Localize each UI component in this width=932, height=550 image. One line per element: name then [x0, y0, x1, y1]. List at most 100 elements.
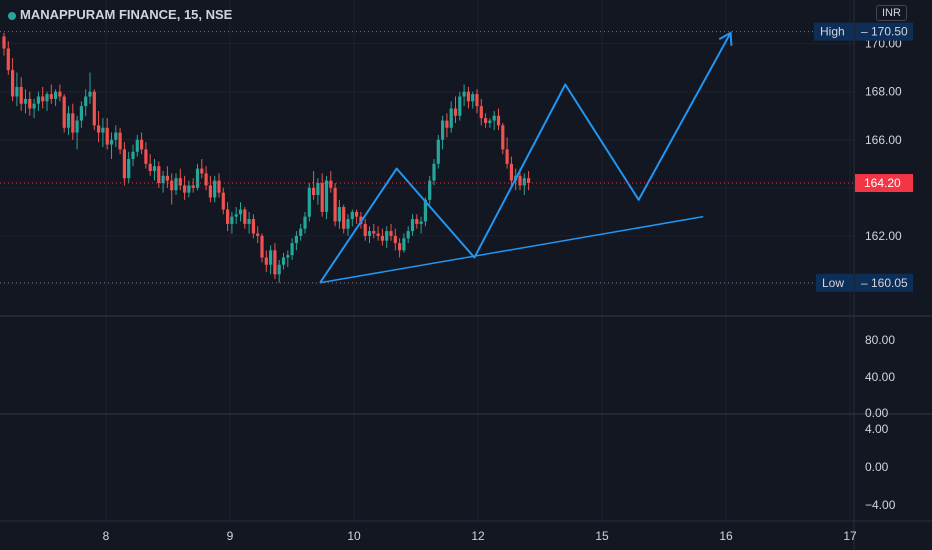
candle-body: [15, 86, 19, 97]
candle-body: [441, 120, 445, 140]
candle-body: [398, 243, 402, 251]
candle-body: [333, 187, 337, 222]
candle-body: [527, 178, 531, 184]
candle-body: [195, 168, 200, 188]
indicator1-tick-label: 0.00: [865, 406, 889, 420]
candle-body: [75, 120, 79, 133]
x-tick-label: 15: [595, 529, 609, 543]
low-label: Low: [822, 276, 844, 290]
candle-body: [208, 185, 212, 198]
candle-body: [342, 207, 346, 229]
candle-body: [105, 127, 109, 145]
indicator1-tick-label: 40.00: [865, 370, 895, 384]
candle-body: [346, 219, 350, 229]
candle-body: [122, 149, 126, 179]
candle-body: [200, 168, 204, 174]
chart-grid: [0, 0, 854, 520]
arrow-head: [718, 31, 733, 46]
candle-body: [187, 185, 191, 193]
candle-body: [204, 173, 208, 186]
candle-body: [28, 98, 32, 109]
candle-body: [423, 199, 427, 222]
candle-body: [402, 238, 406, 251]
candle-body: [471, 94, 475, 102]
candle-body: [496, 115, 501, 126]
candle-body: [217, 180, 221, 193]
candle-body: [376, 233, 380, 236]
symbol-title[interactable]: MANAPPURAM FINANCE, 15, NSE: [8, 7, 232, 22]
candle-body: [380, 235, 384, 241]
candle-body: [419, 221, 423, 224]
candle-body: [170, 180, 174, 191]
indicator2-tick-label: 0.00: [865, 460, 889, 474]
candle-body: [234, 214, 238, 217]
low-value-box: [855, 273, 913, 292]
candle-body: [316, 183, 320, 196]
candle-body: [363, 223, 367, 236]
candle-body: [23, 98, 28, 104]
candle-body: [88, 91, 92, 97]
time-axis[interactable]: 8 9 10 12 15 16 17: [103, 529, 857, 543]
candle-body: [286, 255, 290, 258]
candle-body: [273, 250, 277, 275]
candlestick-series: [2, 32, 531, 283]
currency-button[interactable]: INR: [876, 5, 907, 21]
candle-body: [118, 132, 122, 150]
candle-body: [19, 86, 23, 104]
candle-body: [393, 235, 397, 244]
candle-body: [307, 187, 311, 217]
candle-body: [406, 231, 410, 239]
candle-body: [355, 211, 359, 217]
candle-body: [256, 233, 260, 236]
candle-body: [303, 216, 307, 229]
candle-body: [49, 94, 53, 99]
x-tick-label: 16: [719, 529, 733, 543]
candle-body: [492, 115, 496, 121]
low-value: – 160.05: [861, 276, 908, 290]
candle-body: [522, 178, 526, 186]
candle-body: [269, 250, 273, 265]
candle-body: [140, 139, 144, 150]
candle-body: [312, 187, 316, 196]
candle-body: [488, 120, 492, 123]
candle-body: [453, 108, 458, 116]
candle-body: [58, 91, 62, 97]
candle-body: [337, 207, 341, 222]
candle-body: [281, 257, 286, 265]
candle-body: [41, 96, 45, 102]
high-label: High: [820, 25, 845, 39]
low-label-box: [816, 273, 854, 292]
candle-body: [11, 70, 15, 97]
candle-body: [428, 180, 432, 200]
price-tags: High – 170.50 Low – 160.05 164.20: [0, 22, 913, 292]
candle-body: [92, 91, 96, 126]
zigzag-pattern-line: [319, 32, 732, 284]
candle-body: [290, 243, 294, 256]
candle-body: [505, 149, 509, 164]
candle-body: [84, 96, 88, 107]
candle-body: [277, 264, 281, 275]
candle-body: [45, 94, 49, 102]
high-value: – 170.50: [861, 25, 908, 39]
candle-body: [161, 175, 165, 184]
pattern-drawings[interactable]: [319, 31, 733, 284]
candle-body: [6, 48, 10, 71]
market-status-icon: [8, 11, 16, 20]
candle-body: [152, 166, 157, 172]
candle-body: [178, 178, 182, 186]
candle-body: [410, 219, 415, 232]
candle-body: [475, 94, 479, 107]
candle-body: [501, 125, 505, 150]
y-tick-label: 162.00: [865, 229, 902, 243]
candle-body: [221, 192, 225, 210]
candle-body: [32, 103, 36, 109]
candle-body: [350, 211, 354, 220]
candle-body: [165, 175, 169, 181]
x-tick-label: 17: [843, 529, 857, 543]
candle-body: [264, 257, 268, 265]
candle-body: [238, 209, 243, 215]
last-price-value: 164.20: [864, 176, 901, 190]
candle-body: [230, 216, 234, 224]
candle-body: [509, 163, 513, 181]
